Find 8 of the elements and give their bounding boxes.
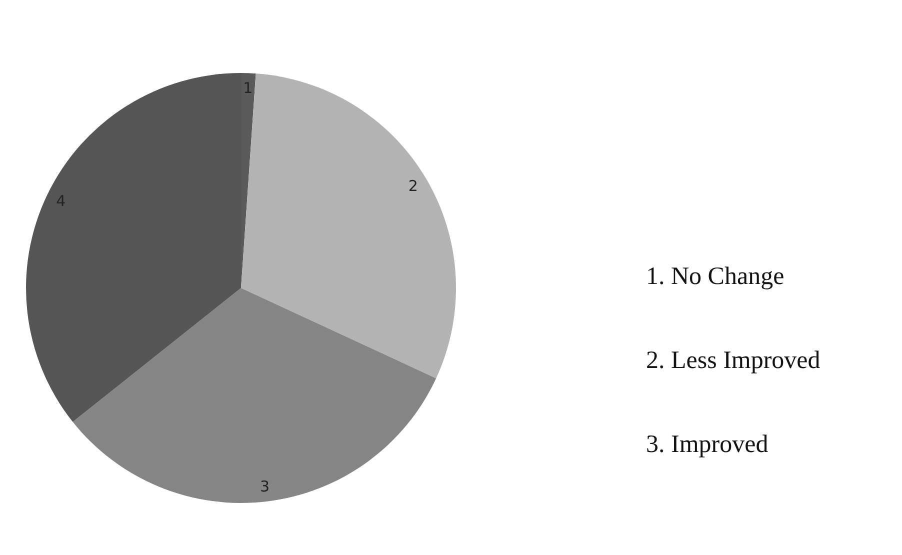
pie-slice: [241, 74, 456, 378]
pie-slice: [72, 288, 436, 503]
slice-label: 2: [408, 177, 418, 196]
slice-label: 1: [243, 79, 253, 98]
text: 2. Less Improved: [646, 347, 820, 376]
slice-label: 3: [260, 478, 270, 496]
text: 3. Improved: [646, 431, 770, 460]
text: 1. No Change: [646, 263, 786, 292]
